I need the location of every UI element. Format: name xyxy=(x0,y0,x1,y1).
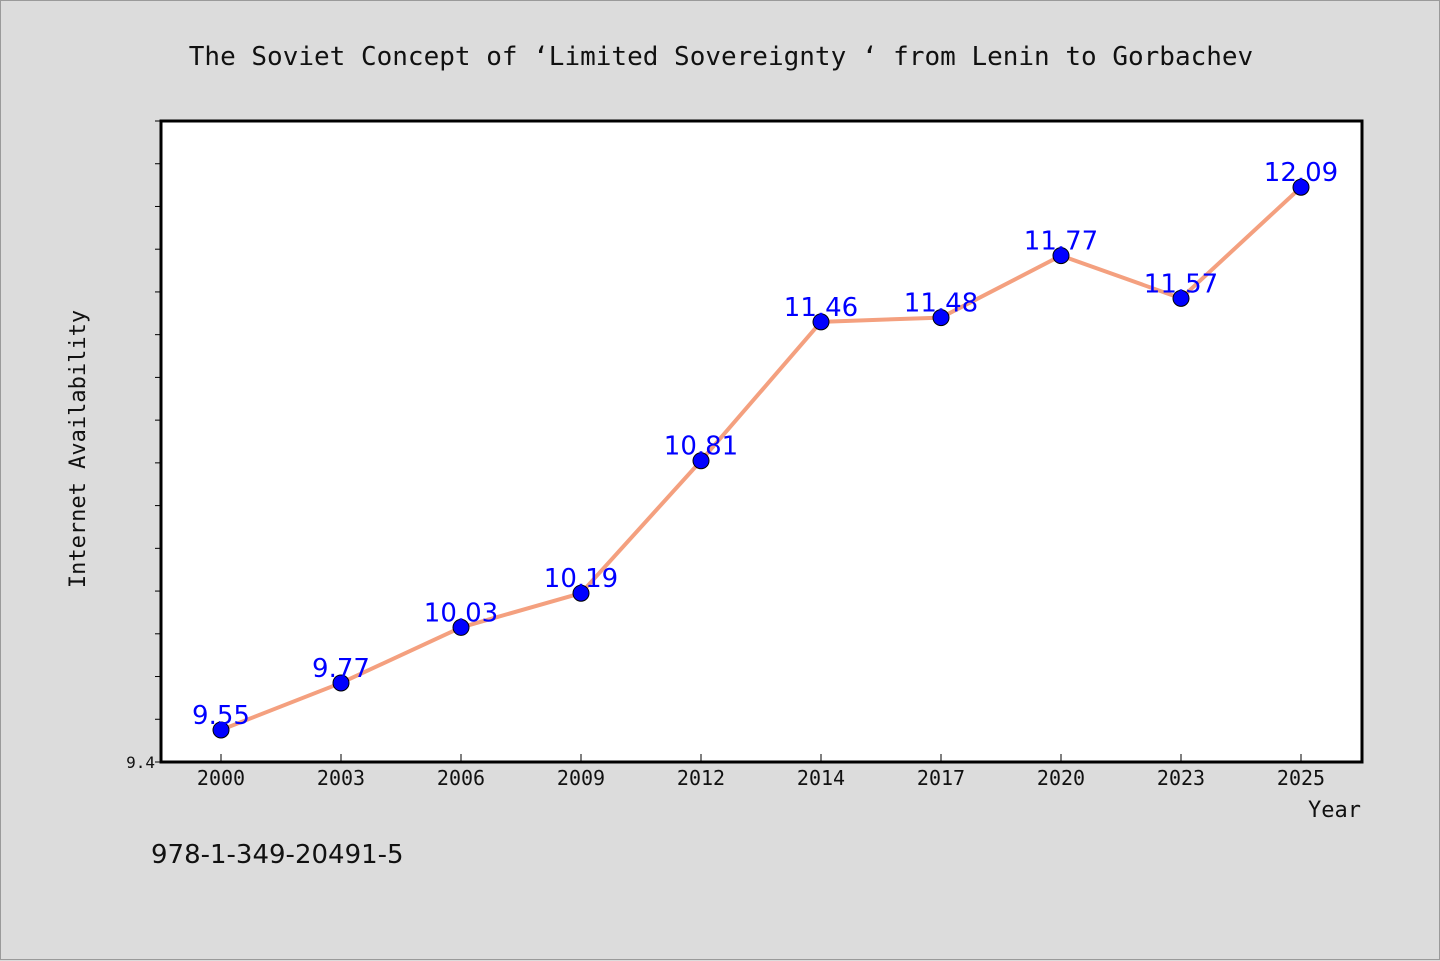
y-tick-label: 9.4 xyxy=(126,753,155,772)
x-axis-ticks: 2000 2003 2006 2009 2012 2014 2017 2020 2023 2025 xyxy=(197,754,1325,790)
x-tick-label: 2014 xyxy=(797,766,845,790)
data-point xyxy=(212,721,230,739)
data-label: 12.09 xyxy=(1264,158,1338,188)
data-label: 11.46 xyxy=(784,293,858,323)
series-line xyxy=(220,185,1303,732)
data-label: 10.19 xyxy=(544,564,618,594)
data-label: 11.48 xyxy=(904,289,978,319)
x-tick-label: 2003 xyxy=(317,766,365,790)
data-point xyxy=(812,313,830,331)
y-axis-label: Internet Availability xyxy=(66,310,91,588)
data-point xyxy=(932,309,950,327)
data-point xyxy=(332,674,350,692)
x-tick-label: 2012 xyxy=(677,766,725,790)
data-point xyxy=(1052,247,1070,265)
data-point xyxy=(1172,289,1190,307)
x-tick-label: 2025 xyxy=(1277,766,1325,790)
x-tick-label: 2000 xyxy=(197,766,245,790)
data-point xyxy=(452,618,470,636)
data-point xyxy=(692,452,710,470)
data-label: 10.81 xyxy=(664,432,738,462)
isbn-text: 978-1-349-20491-5 xyxy=(151,840,404,870)
x-axis-label: Year xyxy=(1308,798,1361,823)
x-tick-label: 2006 xyxy=(437,766,485,790)
x-tick-label: 2017 xyxy=(917,766,965,790)
y-axis-ticks: 9.4 xyxy=(126,120,161,772)
data-labels: 9.55 9.77 10.03 10.19 10.81 11.46 11.48 11.77 11… xyxy=(192,158,1338,731)
x-tick-label: 2009 xyxy=(557,766,605,790)
x-tick-label: 2020 xyxy=(1037,766,1085,790)
data-point xyxy=(1292,178,1310,196)
x-tick-label: 2023 xyxy=(1157,766,1205,790)
plot-area xyxy=(159,119,1364,764)
data-point xyxy=(572,584,590,602)
data-label: 9.77 xyxy=(312,654,370,684)
data-label: 11.57 xyxy=(1144,269,1218,299)
series-markers xyxy=(212,178,1310,739)
data-label: 10.03 xyxy=(424,598,498,628)
chart-title: The Soviet Concept of ‘Limited Sovereign… xyxy=(189,42,1253,72)
data-label: 9.55 xyxy=(192,701,250,731)
data-label: 11.77 xyxy=(1024,227,1098,257)
